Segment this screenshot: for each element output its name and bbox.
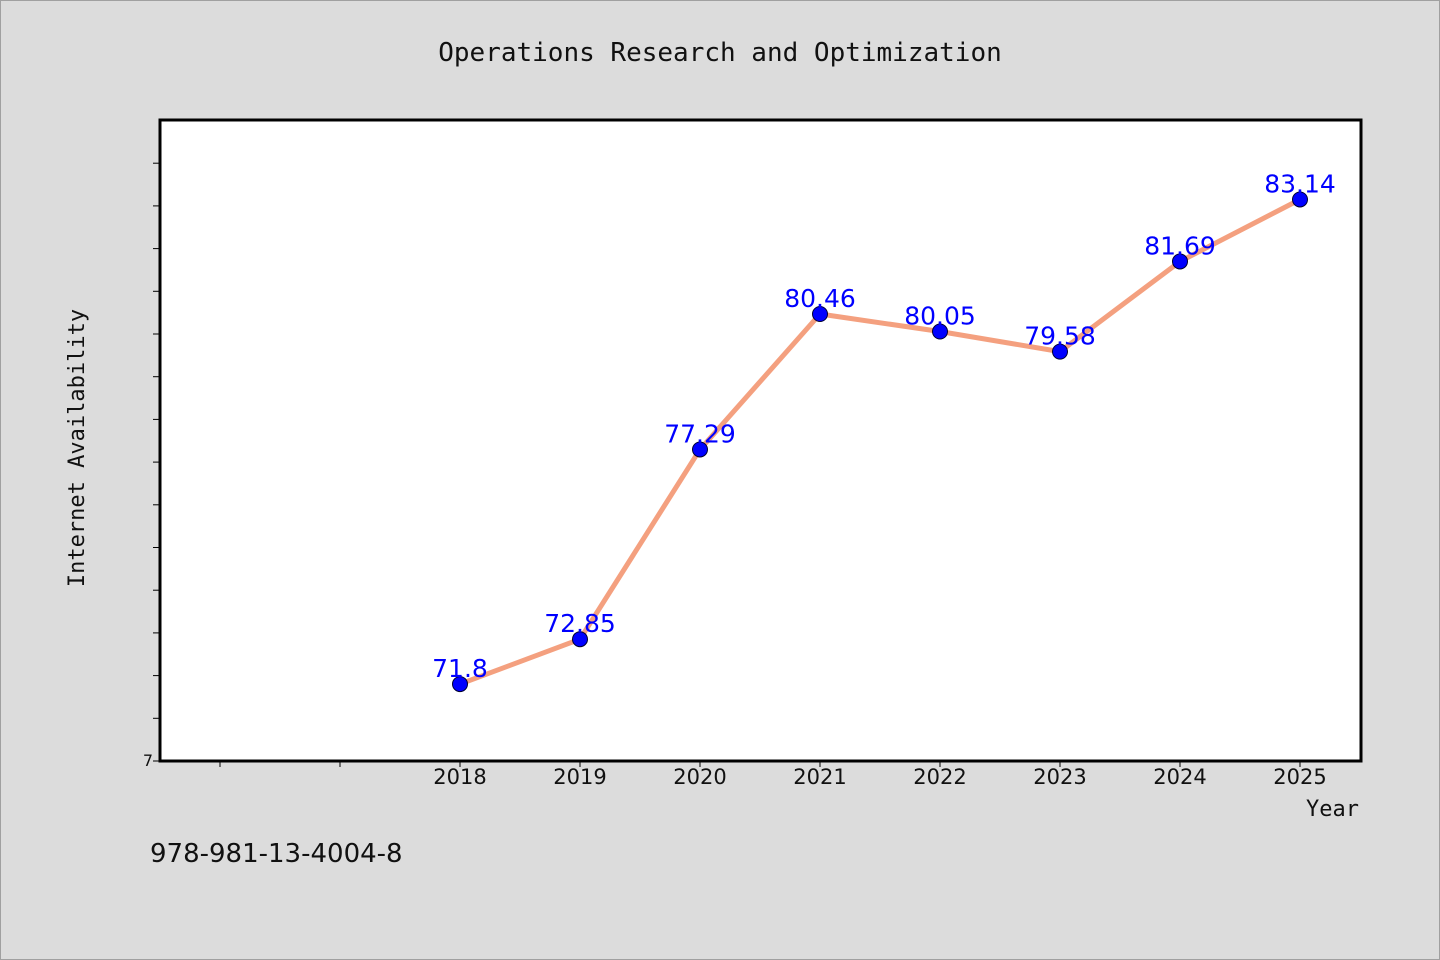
data-point-2018 bbox=[452, 676, 468, 693]
data-point-2022 bbox=[932, 323, 948, 340]
plot-area bbox=[158, 118, 1363, 763]
data-points bbox=[452, 191, 1308, 693]
x-tick-label-2024: 2024 bbox=[1153, 765, 1206, 789]
data-label-2019: 72.85 bbox=[544, 609, 616, 638]
chart-title: Operations Research and Optimization bbox=[438, 38, 1002, 68]
y-axis-label: Internet Availability bbox=[65, 309, 90, 587]
data-labels: 71.8 72.85 77.29 80.46 80.05 79.58 81.69 83.14 bbox=[432, 169, 1336, 683]
x-axis-label: Year bbox=[1306, 797, 1359, 822]
series-line bbox=[457, 196, 1303, 687]
x-tick-label-2022: 2022 bbox=[913, 765, 966, 789]
data-point-2024 bbox=[1172, 253, 1188, 270]
x-tick-label-2020: 2020 bbox=[673, 765, 726, 789]
data-point-2020 bbox=[692, 441, 708, 458]
x-tick-label-2023: 2023 bbox=[1033, 765, 1086, 789]
x-axis: 2018 2019 2020 2021 2022 2023 2024 2025 bbox=[219, 761, 1327, 789]
data-point-2025 bbox=[1292, 191, 1308, 208]
isbn-text: 978-981-13-4004-8 bbox=[150, 839, 403, 869]
y-axis bbox=[153, 162, 160, 762]
data-label-2022: 80.05 bbox=[904, 302, 976, 331]
y-tick-label: 7 bbox=[143, 751, 153, 770]
data-point-2019 bbox=[572, 631, 588, 648]
x-tick-label-2025: 2025 bbox=[1273, 765, 1326, 789]
data-point-2021 bbox=[812, 306, 828, 323]
data-label-2018: 71.8 bbox=[432, 654, 488, 683]
data-point-2023 bbox=[1052, 343, 1068, 360]
data-label-2020: 77.29 bbox=[664, 419, 736, 448]
data-label-2023: 79.58 bbox=[1024, 322, 1096, 351]
data-label-2025: 83.14 bbox=[1264, 169, 1336, 198]
x-tick-label-2021: 2021 bbox=[793, 765, 846, 789]
x-tick-label-2018: 2018 bbox=[433, 765, 486, 789]
data-label-2024: 81.69 bbox=[1144, 231, 1216, 260]
x-tick-label-2019: 2019 bbox=[553, 765, 606, 789]
data-label-2021: 80.46 bbox=[784, 284, 856, 313]
